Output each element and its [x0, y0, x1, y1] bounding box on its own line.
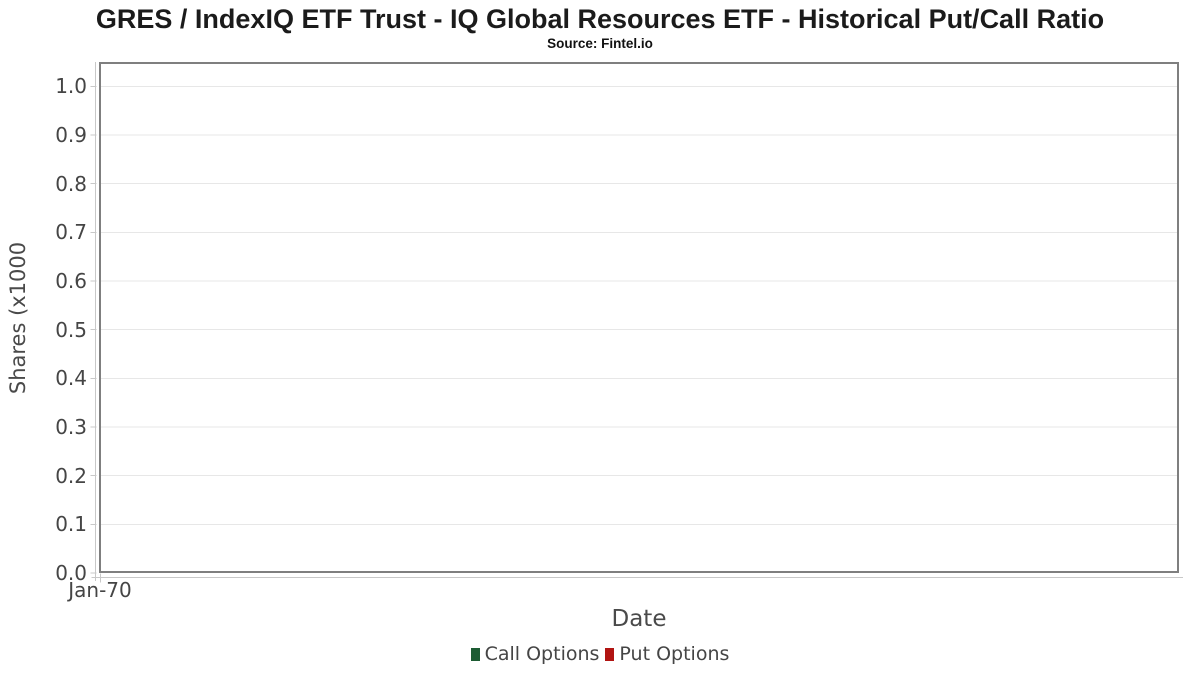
y-tick-label: 0.8 — [55, 171, 87, 196]
y-tick-label: 0.3 — [55, 415, 87, 439]
legend: Call Options Put Options — [0, 643, 1200, 666]
x-tick-label: Jan-70 — [68, 578, 132, 602]
put-options-swatch-icon — [605, 648, 615, 661]
y-axis-title: Shares (x1000 — [6, 241, 30, 395]
y-tick-label: 0.0 — [55, 561, 87, 585]
y-tick-label: 0.1 — [55, 512, 87, 537]
chart-title: GRES / IndexIQ ETF Trust - IQ Global Res… — [95, 4, 1105, 34]
y-tick-label: 0.9 — [55, 123, 87, 147]
legend-item-put-options[interactable]: Put Options — [605, 643, 729, 666]
y-tick-label: 1.0 — [55, 74, 87, 99]
y-tick-label: 0.2 — [55, 463, 87, 488]
call-options-swatch-icon — [470, 648, 480, 661]
y-tick-label: 0.7 — [55, 220, 87, 245]
legend-item-call-options[interactable]: Call Options — [470, 643, 600, 666]
x-axis-title: Date — [611, 606, 667, 632]
y-tick-label: 0.4 — [55, 366, 87, 391]
legend-label: Put Options — [619, 643, 730, 665]
y-tick-label: 0.5 — [55, 317, 87, 342]
plot-area — [99, 62, 1179, 573]
y-tick-label: 0.6 — [55, 269, 87, 293]
legend-label: Call Options — [484, 643, 600, 665]
chart-subtitle: Source: Fintel.io — [547, 36, 653, 51]
